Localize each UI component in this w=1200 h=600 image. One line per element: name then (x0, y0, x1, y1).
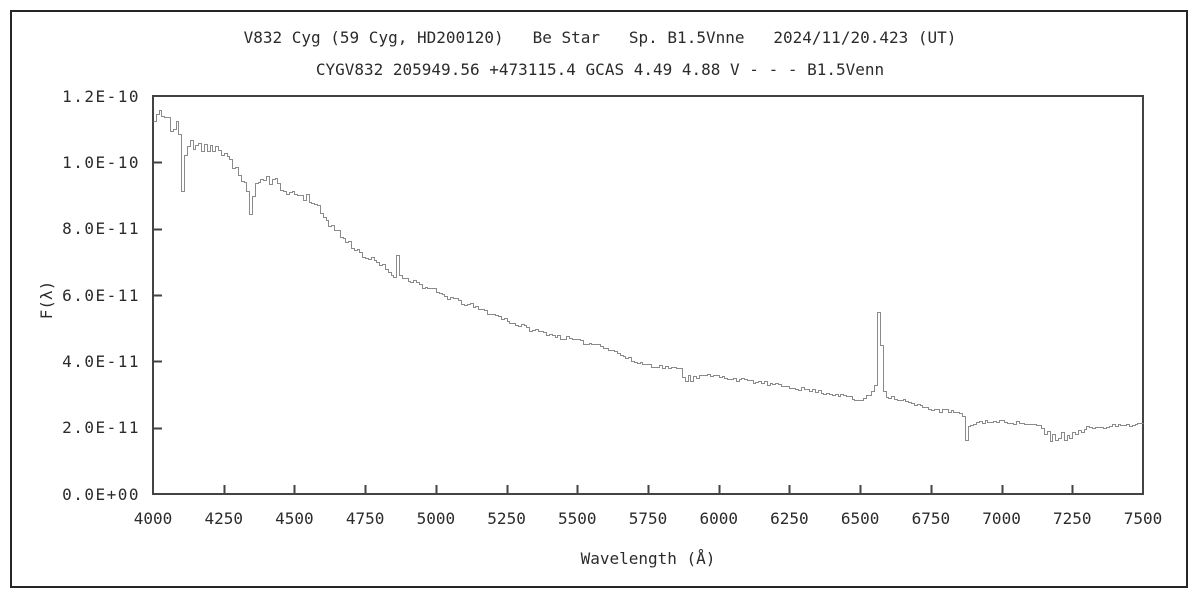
x-tick-label: 5750 (628, 509, 668, 528)
x-tick-label: 6750 (911, 509, 951, 528)
x-axis-title: Wavelength (Å) (580, 549, 716, 568)
x-tick-label: 5250 (487, 509, 526, 528)
chart-subtitle: CYGV832 205949.56 +473115.4 GCAS 4.49 4.… (315, 60, 885, 79)
chart-title: V832 Cyg (59 Cyg, HD200120) Be Star Sp. … (243, 28, 957, 47)
y-tick-label: 4.0E-11 (62, 351, 140, 371)
x-tick-label: 6000 (699, 509, 738, 528)
chart-outer-border (10, 10, 1188, 588)
x-tick-label: 6500 (840, 509, 880, 528)
y-tick-label: 8.0E-11 (62, 219, 140, 239)
y-tick-label: 6.0E-11 (62, 285, 140, 305)
x-tick-label: 6250 (770, 509, 809, 528)
y-tick-label: 1.2E-10 (62, 86, 140, 106)
x-tick-label: 5500 (558, 509, 597, 528)
x-tick-label: 4000 (133, 509, 173, 528)
y-tick-label: 1.0E-10 (62, 152, 140, 172)
x-tick-label: 4500 (275, 509, 314, 528)
axis-frame (152, 95, 1144, 495)
x-tick-label: 7500 (1123, 509, 1163, 528)
x-tick-label: 7000 (982, 509, 1021, 528)
spectrum-line (153, 110, 1144, 442)
x-tick-label: 4750 (345, 509, 385, 528)
x-tick-label: 5000 (416, 509, 456, 528)
y-tick-label: 0.0E+00 (62, 484, 140, 504)
y-tick-label: 2.0E-11 (62, 418, 140, 438)
x-tick-label: 4250 (204, 509, 243, 528)
x-tick-label: 7250 (1053, 509, 1092, 528)
